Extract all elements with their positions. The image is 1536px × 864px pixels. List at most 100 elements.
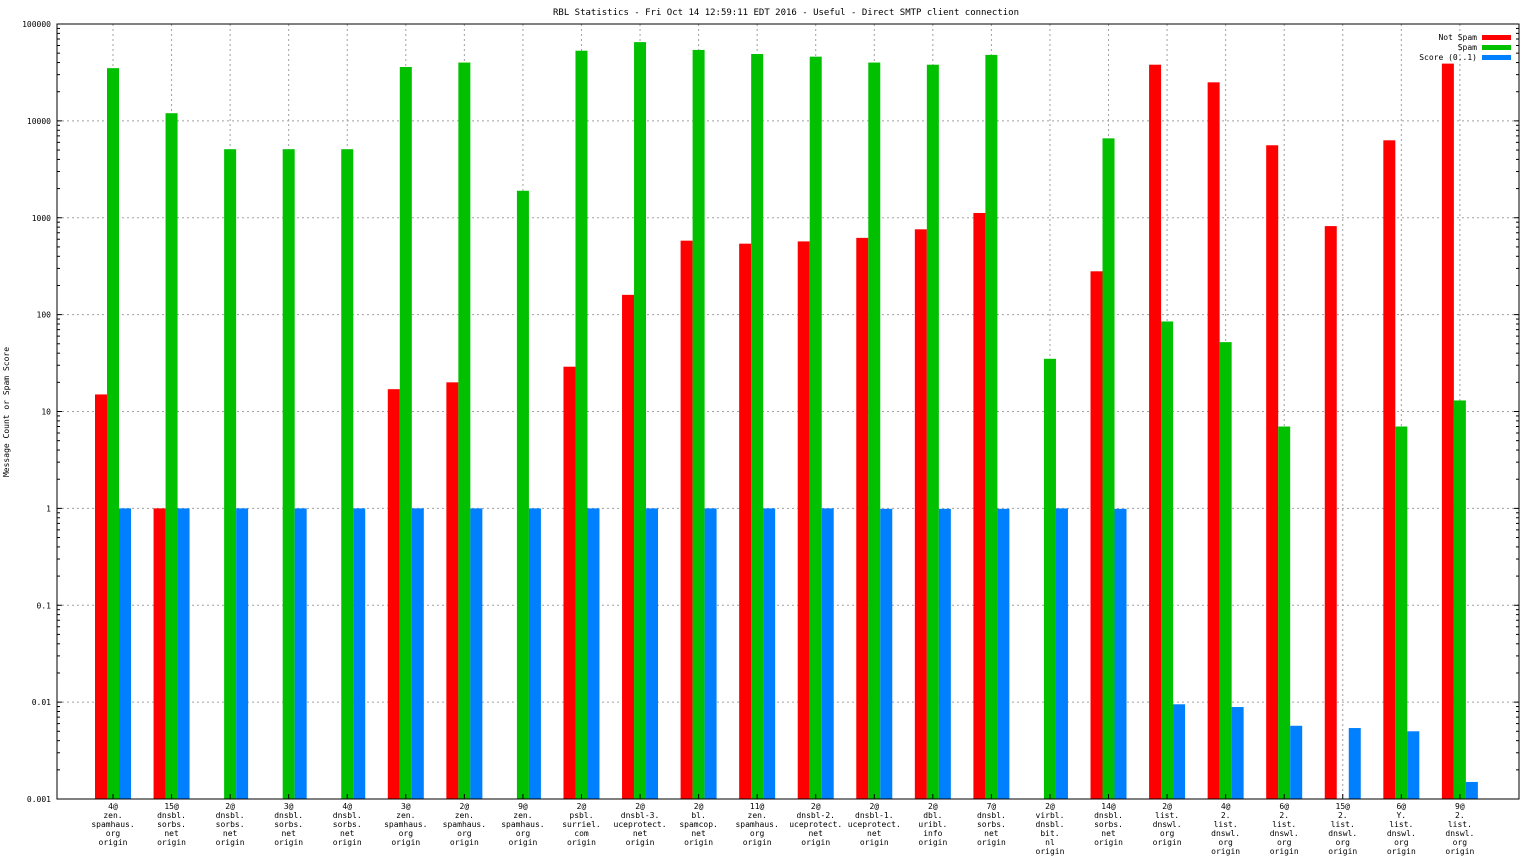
bar-not-spam: [1207, 82, 1220, 799]
x-tick-label-line: 9@: [518, 802, 528, 811]
x-tick-label-line: dnsbl.: [1036, 820, 1065, 829]
bar-score-0-1: [997, 508, 1010, 799]
x-tick-label-line: sorbs.: [274, 820, 303, 829]
bar-spam: [516, 190, 529, 800]
bar-spam: [1395, 426, 1408, 799]
legend-swatch: [1482, 45, 1511, 50]
bar-spam: [1219, 342, 1232, 799]
x-tick-label: 2@ bl. spamcop. net origin: [679, 802, 718, 847]
bar-score-0-1: [763, 508, 776, 799]
y-tick-label: 100: [37, 311, 52, 320]
x-tick-label-line: dnsbl-3.: [621, 811, 660, 820]
x-tick-label-line: 4@: [342, 802, 352, 811]
bar-not-spam: [680, 240, 693, 799]
bar-not-spam: [1149, 64, 1162, 799]
y-tick-label: 0.001: [27, 795, 51, 804]
x-tick-label-line: net: [691, 829, 706, 838]
x-tick-label-line: 2@: [694, 802, 704, 811]
bar-spam: [1453, 400, 1466, 799]
x-tick-label-line: net: [1101, 829, 1116, 838]
x-tick-label-line: virbl.: [1036, 811, 1065, 820]
x-tick-label-line: 15@: [164, 802, 179, 811]
x-tick-label-line: zen.: [748, 811, 767, 820]
x-tick-label-line: net: [984, 829, 999, 838]
x-tick-label-line: origin: [1036, 847, 1065, 856]
bar-score-0-1: [1055, 508, 1068, 799]
x-tick-label: 3@ dnsbl. sorbs. net origin: [274, 802, 303, 847]
bar-score-0-1: [294, 508, 307, 799]
bar-spam: [399, 66, 412, 799]
x-tick-label-line: origin: [157, 838, 186, 847]
x-tick-label-line: dnsbl.: [333, 811, 362, 820]
x-tick-label-line: origin: [1328, 847, 1357, 856]
bar-score-0-1: [587, 508, 600, 799]
x-tick-label-line: dnswl.: [1387, 829, 1416, 838]
bar-not-spam: [1441, 63, 1454, 800]
x-tick-label: 2@ zen. spamhaus. org origin: [443, 802, 486, 847]
x-tick-label-line: 2@: [225, 802, 235, 811]
x-tick-label-line: bl.: [691, 811, 705, 820]
x-tick-label-line: origin: [860, 838, 889, 847]
bar-not-spam: [1266, 145, 1279, 799]
x-tick-label-line: origin: [333, 838, 362, 847]
x-tick-label-line: origin: [1445, 847, 1474, 856]
x-tick-label-line: origin: [567, 838, 596, 847]
bar-score-0-1: [177, 508, 190, 799]
x-tick-label-line: origin: [1211, 847, 1240, 856]
y-axis-label: Message Count or Spam Score: [2, 347, 11, 477]
x-tick-label-line: zen.: [455, 811, 474, 820]
bar-spam: [985, 54, 998, 799]
x-tick-label-line: dnsbl.: [216, 811, 245, 820]
x-tick-label-line: psbl.: [569, 811, 593, 820]
bar-score-0-1: [1173, 704, 1186, 799]
bar-score-0-1: [1114, 508, 1127, 799]
x-tick-label: 11@ zen. spamhaus. org origin: [735, 802, 778, 847]
x-tick-label-line: sorbs.: [333, 820, 362, 829]
x-tick-label-line: zen.: [513, 811, 532, 820]
x-tick-label-line: org: [1336, 838, 1351, 847]
x-tick-label-line: net: [633, 829, 648, 838]
y-tick-label: 100000: [22, 20, 51, 29]
x-tick-label-line: net: [808, 829, 823, 838]
x-tick-label-line: origin: [801, 838, 830, 847]
x-tick-label-line: origin: [216, 838, 245, 847]
bar-not-spam: [446, 382, 459, 799]
x-tick-label-line: 9@: [1455, 802, 1465, 811]
bar-spam: [458, 62, 471, 800]
bar-not-spam: [95, 394, 107, 799]
bar-not-spam: [1383, 140, 1396, 799]
bar-score-0-1: [1465, 781, 1478, 799]
x-tick-label: 2@ dbl. uribl. info origin: [918, 802, 947, 847]
y-axis-ticks: 0.001 0.01 0.1 1 10 100 1000 10000 100000: [22, 20, 1519, 804]
x-tick-label-line: 2.: [1338, 811, 1348, 820]
x-tick-label-line: 2@: [869, 802, 879, 811]
bar-spam: [926, 64, 939, 799]
x-tick-label: 2@ dnsbl-3. uceprotect. net origin: [614, 802, 667, 847]
x-tick-label-line: origin: [684, 838, 713, 847]
x-tick-label: 6@ 2. list. dnswl. org origin: [1270, 802, 1299, 856]
bar-not-spam: [973, 212, 986, 800]
x-tick-label-line: origin: [1270, 847, 1299, 856]
x-tick-label-line: origin: [626, 838, 655, 847]
x-tick-label-line: info: [923, 829, 942, 838]
x-tick-label-line: list.: [1155, 811, 1179, 820]
bar-score-0-1: [1348, 728, 1361, 799]
legend-label: Score (0..1): [1419, 53, 1477, 62]
bar-not-spam: [1090, 271, 1103, 799]
chart-title: RBL Statistics - Fri Oct 14 12:59:11 EDT…: [553, 8, 1019, 18]
x-tick-label-line: 7@: [987, 802, 997, 811]
bar-not-spam: [153, 508, 166, 799]
x-tick-label-line: 2@: [577, 802, 587, 811]
x-tick-label-line: org: [516, 829, 531, 838]
bar-spam: [224, 149, 237, 800]
x-tick-label-line: 14@: [1101, 802, 1116, 811]
x-tick-label-line: list.: [1272, 820, 1296, 829]
y-tick-label: 1: [46, 504, 51, 513]
x-tick-label-line: dnsbl.: [274, 811, 303, 820]
x-tick-label: 2@ list. dnswl. org origin: [1153, 802, 1182, 847]
x-tick-label: 2@ dnsbl. sorbs. net origin: [216, 802, 245, 847]
y-tick-label: 10000: [27, 117, 51, 126]
x-tick-label-line: dbl.: [923, 811, 942, 820]
x-tick-label: 7@ dnsbl. sorbs. net origin: [977, 802, 1006, 847]
